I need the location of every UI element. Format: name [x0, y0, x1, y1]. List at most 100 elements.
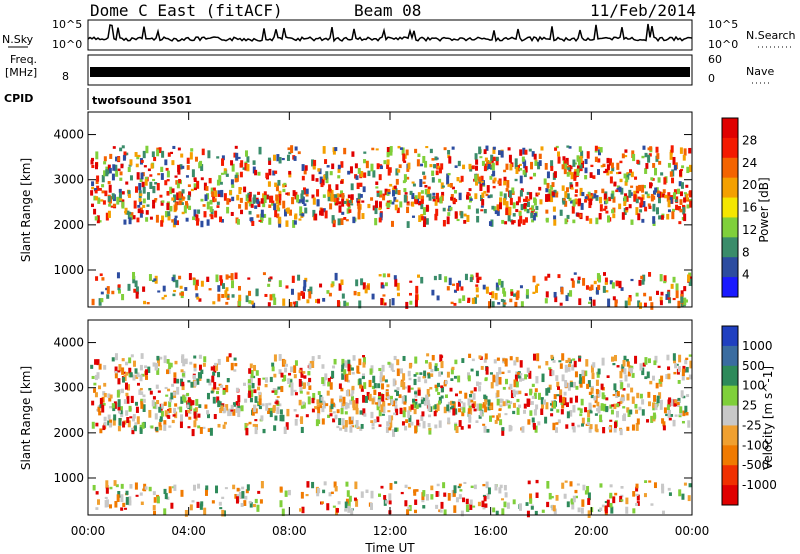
echo-cell	[293, 389, 297, 392]
echo-cell	[626, 383, 630, 388]
echo-cell	[166, 369, 170, 375]
echo-cell	[604, 277, 608, 285]
echo-cell	[175, 180, 179, 185]
echo-cell	[344, 508, 348, 512]
echo-cell	[174, 360, 178, 365]
echo-cell	[145, 210, 149, 215]
echo-cell	[482, 483, 486, 487]
echo-cell	[648, 296, 652, 301]
echo-cell	[129, 175, 133, 181]
echo-cell	[573, 381, 577, 388]
echo-cell	[113, 414, 117, 421]
echo-cell	[164, 180, 168, 186]
echo-cell	[478, 355, 482, 359]
echo-cell	[489, 372, 493, 375]
echo-cell	[129, 159, 133, 166]
echo-cell	[139, 201, 143, 205]
echo-cell	[267, 181, 271, 187]
echo-cell	[495, 157, 499, 166]
echo-cell	[648, 205, 652, 209]
echo-cell	[635, 207, 639, 216]
echo-cell	[334, 194, 338, 198]
echo-cell	[492, 185, 496, 189]
echo-cell	[671, 208, 675, 212]
echo-cell	[385, 500, 389, 504]
echo-cell	[657, 177, 661, 183]
echo-cell	[185, 410, 189, 417]
echo-cell	[362, 357, 366, 365]
echo-cell	[193, 380, 197, 387]
echo-cell	[94, 189, 98, 194]
echo-cell	[527, 398, 531, 406]
echo-cell	[203, 211, 207, 218]
echo-cell	[128, 212, 132, 215]
echo-cell	[115, 156, 119, 162]
echo-cell	[330, 283, 334, 288]
echo-cell	[278, 354, 282, 361]
echo-cell	[686, 377, 690, 380]
echo-cell	[252, 503, 256, 508]
echo-cell	[286, 154, 290, 161]
echo-cell	[217, 285, 221, 292]
echo-cell	[394, 481, 398, 484]
echo-cell	[381, 393, 385, 402]
echo-cell	[577, 407, 581, 411]
echo-cell	[602, 427, 606, 434]
echo-cell	[447, 401, 451, 405]
echo-cell	[347, 170, 351, 175]
echo-cell	[254, 169, 258, 176]
echo-cell	[614, 492, 618, 496]
echo-cell	[107, 414, 111, 420]
echo-cell	[673, 164, 677, 171]
echo-cell	[407, 162, 411, 170]
echo-cell	[497, 302, 501, 305]
echo-cell	[509, 401, 513, 405]
echo-cell	[518, 390, 522, 395]
echo-cell	[595, 197, 599, 201]
echo-cell	[504, 378, 508, 385]
echo-cell	[647, 196, 651, 199]
echo-cell	[538, 186, 542, 191]
echo-cell	[660, 215, 664, 220]
echo-cell	[407, 486, 411, 490]
echo-cell	[335, 202, 339, 206]
echo-cell	[275, 400, 279, 405]
echo-cell	[550, 184, 554, 190]
echo-cell	[555, 375, 559, 381]
echo-cell	[93, 195, 97, 201]
echo-cell	[553, 291, 557, 298]
echo-cell	[91, 421, 95, 429]
echo-cell	[498, 487, 502, 494]
echo-cell	[383, 160, 387, 165]
echo-cell	[679, 406, 683, 414]
echo-cell	[417, 153, 421, 158]
echo-cell	[249, 363, 253, 369]
echo-cell	[446, 173, 450, 178]
echo-cell	[262, 272, 266, 276]
echo-cell	[320, 501, 324, 504]
echo-cell	[275, 184, 279, 192]
echo-cell	[546, 182, 550, 189]
echo-cell	[273, 425, 277, 431]
echo-cell	[354, 481, 358, 490]
echo-cell	[446, 177, 450, 185]
echo-cell	[499, 419, 503, 426]
echo-cell	[490, 154, 494, 161]
echo-cell	[587, 492, 591, 501]
echo-cell	[647, 147, 651, 151]
echo-cell	[225, 384, 229, 393]
echo-cell	[532, 291, 536, 294]
echo-cell	[393, 185, 397, 189]
echo-cell	[287, 489, 291, 496]
echo-cell	[343, 200, 347, 204]
echo-cell	[444, 276, 448, 283]
echo-cell	[93, 188, 97, 192]
echo-cell	[283, 359, 287, 365]
echo-cell	[156, 496, 160, 504]
echo-cell	[105, 487, 109, 494]
echo-cell	[679, 208, 683, 213]
echo-cell	[208, 288, 212, 291]
echo-cell	[620, 486, 624, 489]
echo-cell	[620, 287, 624, 291]
echo-cell	[127, 384, 131, 391]
